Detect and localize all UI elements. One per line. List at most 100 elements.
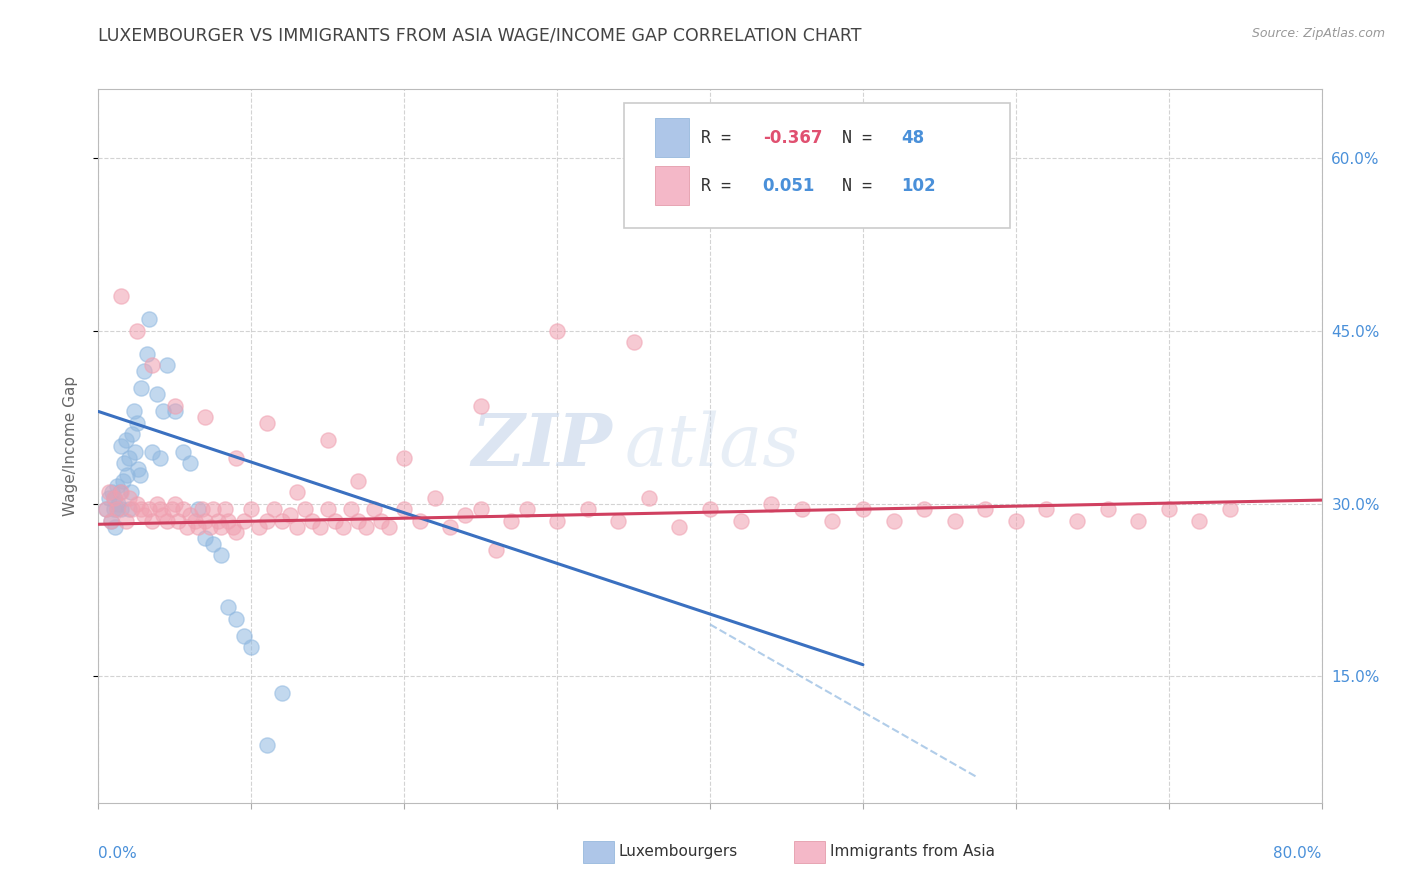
Point — [339, 502, 361, 516]
Point — [316, 502, 339, 516]
Point — [136, 347, 159, 361]
Point — [172, 502, 194, 516]
Point — [470, 502, 492, 516]
Point — [637, 491, 661, 505]
Point — [759, 497, 782, 511]
Point — [125, 497, 148, 511]
Point — [110, 289, 132, 303]
Point — [194, 410, 217, 425]
Point — [184, 514, 207, 528]
Point — [316, 434, 339, 448]
Point — [207, 514, 229, 528]
Text: 80.0%: 80.0% — [1274, 846, 1322, 861]
Point — [546, 324, 568, 338]
Point — [225, 450, 247, 465]
Point — [120, 485, 142, 500]
Point — [332, 519, 354, 533]
Point — [107, 497, 129, 511]
Point — [172, 444, 194, 458]
Point — [110, 439, 132, 453]
Point — [278, 508, 301, 522]
Point — [111, 474, 134, 488]
Point — [152, 404, 174, 418]
Point — [347, 514, 370, 528]
Point — [149, 502, 172, 516]
Text: -0.367: -0.367 — [762, 128, 823, 146]
Point — [516, 502, 538, 516]
Point — [285, 485, 308, 500]
Point — [576, 502, 599, 516]
Point — [240, 640, 263, 655]
Point — [209, 549, 232, 563]
Point — [470, 399, 492, 413]
Point — [187, 502, 209, 516]
Point — [209, 519, 232, 533]
Point — [232, 629, 254, 643]
Point — [363, 502, 385, 516]
Point — [883, 514, 905, 528]
Point — [1157, 502, 1180, 516]
Point — [179, 508, 201, 522]
Text: LUXEMBOURGER VS IMMIGRANTS FROM ASIA WAGE/INCOME GAP CORRELATION CHART: LUXEMBOURGER VS IMMIGRANTS FROM ASIA WAG… — [98, 27, 862, 45]
Point — [117, 467, 139, 482]
Point — [1188, 514, 1211, 528]
Point — [370, 514, 392, 528]
Text: 102: 102 — [901, 177, 935, 194]
Point — [98, 491, 121, 505]
Point — [138, 312, 160, 326]
Point — [214, 502, 236, 516]
Point — [108, 485, 131, 500]
Point — [103, 491, 125, 505]
Point — [263, 502, 285, 516]
Point — [163, 404, 186, 418]
Point — [94, 502, 117, 516]
Point — [730, 514, 752, 528]
Point — [100, 514, 122, 528]
Point — [974, 502, 997, 516]
Point — [256, 514, 278, 528]
Point — [256, 738, 278, 752]
Point — [546, 514, 568, 528]
Point — [129, 502, 152, 516]
Point — [134, 364, 156, 378]
Point — [129, 381, 152, 395]
Point — [852, 502, 875, 516]
Point — [202, 502, 225, 516]
Point — [439, 519, 461, 533]
Point — [104, 519, 127, 533]
Point — [1004, 514, 1026, 528]
Point — [202, 537, 225, 551]
Point — [943, 514, 966, 528]
Bar — [655, 118, 689, 157]
Point — [1097, 502, 1119, 516]
Point — [125, 416, 148, 430]
Point — [301, 514, 323, 528]
Bar — [655, 166, 689, 205]
Point — [141, 444, 163, 458]
Point — [160, 502, 183, 516]
Point — [156, 514, 179, 528]
Point — [128, 467, 150, 482]
Point — [156, 359, 179, 373]
Point — [217, 514, 239, 528]
Point — [912, 502, 935, 516]
Point — [270, 686, 292, 700]
Text: R =: R = — [702, 177, 741, 194]
Point — [1035, 502, 1057, 516]
Point — [141, 359, 163, 373]
Point — [1219, 502, 1241, 516]
Y-axis label: Wage/Income Gap: Wage/Income Gap — [63, 376, 77, 516]
Point — [141, 514, 163, 528]
Point — [198, 519, 221, 533]
Point — [607, 514, 630, 528]
Point — [121, 427, 143, 442]
Point — [110, 502, 132, 516]
Point — [152, 508, 174, 522]
Text: 48: 48 — [901, 128, 924, 146]
Point — [225, 525, 247, 540]
Point — [256, 416, 278, 430]
Point — [423, 491, 446, 505]
Point — [485, 542, 508, 557]
Point — [94, 502, 117, 516]
Point — [294, 502, 316, 516]
